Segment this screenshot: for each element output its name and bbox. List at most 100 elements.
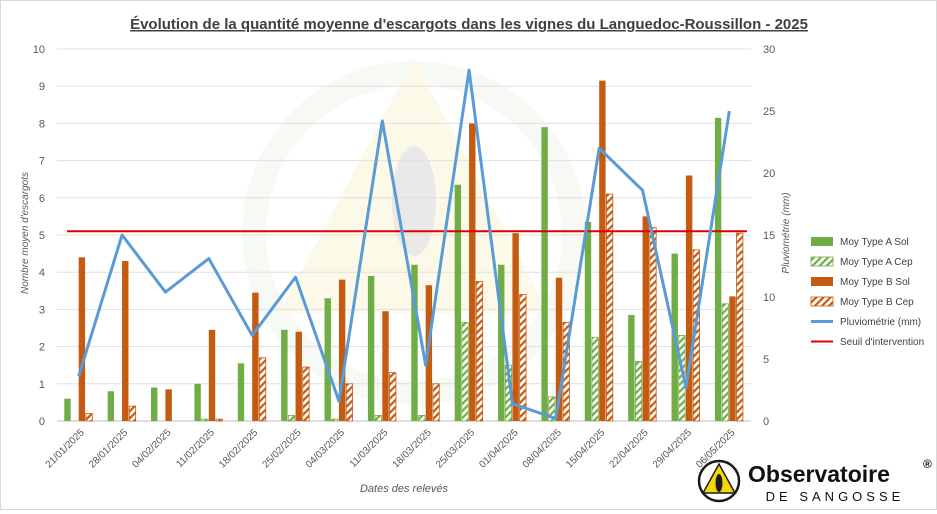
logo-registered-mark: ® [923, 457, 932, 471]
bar-moy-type-a-sol [324, 298, 331, 421]
bar-moy-type-b-cep [389, 372, 397, 422]
legend-label: Moy Type B Cep [840, 297, 914, 308]
x-tick-label: 01/04/2025 [477, 427, 520, 470]
x-tick-label: 15/04/2025 [564, 427, 607, 470]
bar-moy-type-b-sol [165, 389, 172, 421]
bar-moy-type-b-sol [208, 329, 216, 421]
bar-moy-type-b-cep [736, 232, 744, 422]
y-tick-label: 9 [39, 81, 45, 93]
x-tick-label: 11/03/2025 [348, 427, 391, 470]
y2-tick-label: 15 [763, 230, 775, 242]
legend-label: Pluviométrie (mm) [840, 317, 921, 328]
y-tick-label: 1 [39, 379, 45, 391]
x-tick-label: 04/03/2025 [304, 427, 347, 470]
y2-tick-label: 10 [763, 292, 775, 304]
y-axis-right: 0 5 10 15 20 25 30 [763, 44, 775, 428]
chart-title: Évolution de la quantité moyenne d'escar… [130, 16, 808, 33]
bar-moy-type-a-sol [367, 275, 375, 421]
bar-moy-type-a-sol [281, 329, 288, 421]
bar-moy-type-b-cep [258, 357, 267, 422]
y2-tick-label: 5 [763, 354, 769, 366]
legend-label: Moy Type A Sol [840, 237, 909, 248]
x-tick-label: 29/04/2025 [651, 427, 694, 470]
y2-tick-label: 25 [763, 106, 775, 118]
bar-moy-type-a-cep [201, 418, 209, 422]
bar-moy-type-a-cep [287, 415, 296, 422]
bar-moy-type-b-cep [85, 413, 93, 422]
x-tick-label: 28/01/2025 [87, 427, 130, 470]
x-axis: 21/01/2025 28/01/2025 04/02/2025 11/02/2025… [44, 427, 738, 470]
bar-moy-type-b-sol [78, 257, 86, 421]
y-tick-label: 10 [33, 44, 45, 56]
logo-name: Observatoire [748, 461, 890, 487]
bar-moy-type-a-sol [237, 363, 245, 421]
bar-moy-type-b-sol [555, 277, 563, 421]
x-tick-label: 22/04/2025 [608, 427, 651, 470]
bar-moy-type-b-sol [382, 311, 389, 421]
bar-moy-type-b-cep [519, 294, 527, 422]
bar-moy-type-a-cep [418, 415, 426, 422]
y2-axis-title: Pluviométrie (mm) [781, 192, 792, 273]
bar-moy-type-b-cep [345, 383, 353, 422]
gridlines [57, 48, 751, 422]
y-tick-label: 6 [39, 193, 45, 205]
bar-moy-type-a-cep [331, 418, 339, 422]
bar-moy-type-a-cep [461, 322, 469, 422]
bar-moy-type-a-sol [498, 264, 505, 421]
bar-moy-type-a-cep [374, 415, 382, 422]
y-tick-label: 2 [39, 342, 45, 354]
y-tick-label: 8 [39, 118, 45, 130]
bar-moy-type-b-cep [649, 227, 657, 422]
y-axis-left: 0 1 2 3 4 5 6 7 8 9 10 [33, 44, 45, 428]
legend-label: Seuil d'intervention [840, 337, 924, 348]
legend-swatch [810, 256, 834, 267]
x-tick-label: 18/03/2025 [391, 427, 434, 470]
bar-moy-type-b-cep [215, 418, 223, 422]
x-tick-label: 08/04/2025 [521, 427, 564, 470]
x-axis-title: Dates des relevés [360, 483, 449, 495]
legend-swatch [811, 237, 833, 246]
bar-moy-type-b-sol [469, 123, 476, 422]
bar-moy-type-b-cep [432, 383, 440, 422]
y-tick-label: 5 [39, 230, 45, 242]
y-tick-label: 4 [39, 267, 45, 279]
logo-slug-icon [715, 474, 723, 492]
bar-moy-type-a-sol [194, 383, 201, 421]
bar-moy-type-a-sol [714, 117, 722, 421]
bar-moy-type-a-sol [541, 127, 548, 422]
bar-moy-type-b-sol [685, 175, 693, 421]
legend: Moy Type A Sol Moy Type A Cep Moy Type B S… [810, 237, 924, 348]
bar-series [64, 80, 744, 422]
bar-moy-type-b-sol [295, 331, 302, 421]
bar-moy-type-b-cep [475, 281, 484, 422]
bar-moy-type-a-cep [548, 396, 556, 422]
bar-moy-type-b-sol [642, 216, 649, 421]
bar-moy-type-b-sol [122, 261, 129, 421]
legend-label: Moy Type A Cep [840, 257, 913, 268]
bar-moy-type-b-sol [729, 296, 736, 421]
bar-moy-type-b-sol [338, 279, 346, 421]
y2-tick-label: 20 [763, 168, 775, 180]
y-tick-label: 3 [39, 304, 45, 316]
bar-moy-type-a-sol [107, 391, 115, 421]
x-tick-label: 18/02/2025 [217, 427, 260, 470]
y2-tick-label: 0 [763, 416, 769, 428]
bar-moy-type-b-sol [599, 80, 606, 422]
x-tick-label: 11/02/2025 [174, 427, 217, 470]
y2-tick-label: 30 [763, 44, 775, 56]
bar-moy-type-b-sol [512, 233, 519, 421]
bar-moy-type-a-cep [634, 361, 643, 422]
brand-logo: Observatoire ® DE SANGOSSE [697, 457, 932, 504]
x-tick-label: 25/02/2025 [261, 427, 304, 470]
y-tick-label: 0 [39, 416, 45, 428]
rainfall-line [77, 68, 731, 421]
bar-moy-type-a-sol [454, 184, 462, 421]
legend-swatch [810, 296, 834, 307]
bar-moy-type-a-sol [411, 264, 418, 421]
bar-moy-type-a-sol [584, 221, 592, 421]
bar-moy-type-b-cep [128, 405, 137, 422]
bar-moy-type-a-sol [628, 314, 635, 421]
legend-swatch [811, 277, 833, 286]
